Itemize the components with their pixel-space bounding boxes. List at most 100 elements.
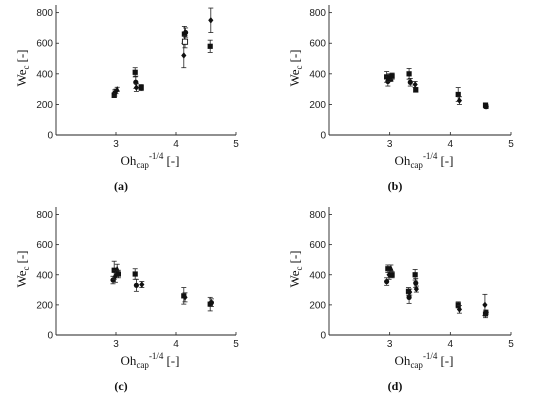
x-tick-label: 4 [448,139,454,150]
data-point [384,278,390,285]
x-tick-label: 5 [233,339,239,350]
x-axis-label-sup: -1/4 [149,151,164,161]
data-point [483,104,489,110]
y-tick-label: 200 [309,100,326,111]
data-point [208,17,214,24]
x-tick-label: 5 [508,339,514,350]
data-point [413,280,419,286]
y-axis-label-sub: c [21,66,31,70]
data-point [406,71,412,77]
data-point [389,73,395,79]
x-tick-label: 3 [387,139,393,150]
data-point [456,97,463,104]
x-tick-label: 4 [173,339,179,350]
panel-label: (b) [388,179,403,193]
y-tick-label: 400 [309,69,326,80]
panel-label: (a) [114,179,128,193]
data-point [412,81,418,88]
data-point [115,271,121,277]
data-point [388,264,394,271]
panel-label: (d) [388,379,403,393]
x-tick-label: 4 [448,339,454,350]
data-point [412,272,418,278]
x-axis-label-unit: [-] [166,353,179,368]
data-point [181,52,187,59]
data-point [114,86,120,92]
y-tick-label: 200 [36,100,53,111]
x-axis-label-unit: [-] [440,353,453,368]
y-tick-label: 0 [320,331,326,342]
data-point [181,38,189,45]
y-tick-label: 600 [309,39,326,50]
y-tick-label: 800 [36,210,53,221]
chart-panel-2: 0 200 400 600 800 3 4 5 Wec[-] Ohcap-1/4 [-] (b) [287,5,514,193]
x-axis-label-main: Oh [121,353,137,368]
y-axis-label-main: We [287,270,302,287]
x-tick-label: 4 [173,139,179,150]
x-axis-label-sub: cap [136,160,149,170]
y-axis-label-unit: [-] [287,251,302,264]
y-axis-label-main: We [287,69,302,86]
data-point [132,69,138,75]
y-axis-label-sub: c [294,267,304,271]
y-tick-label: 400 [36,270,53,281]
y-axis-label-unit: [-] [14,251,29,264]
y-tick-label: 400 [309,270,326,281]
y-tick-label: 600 [309,240,326,251]
y-tick-label: 0 [47,331,53,342]
data-point [483,309,489,316]
x-axis-label-unit: [-] [166,153,179,168]
data-point [455,91,461,98]
y-axis-label-main: We [14,270,29,287]
data-point [407,79,413,85]
y-tick-label: 200 [36,300,53,311]
y-axis-label: Wec [-] [14,251,31,288]
x-axis-label-main: Oh [395,153,411,168]
y-axis-label-main: We [14,69,29,86]
x-axis-label-sup: -1/4 [149,351,164,361]
x-axis-label-sub: cap [410,160,423,170]
data-point [413,285,419,293]
y-tick-label: 0 [320,131,326,142]
y-tick-label: 800 [309,8,326,19]
data-point [407,288,413,296]
x-axis-label-sub: cap [136,360,149,370]
y-axis-label-unit: [-] [287,50,302,63]
x-tick-label: 3 [387,339,393,350]
data-point [455,302,461,308]
x-tick-label: 5 [508,139,514,150]
x-tick-label: 5 [233,139,239,150]
x-tick-label: 3 [113,139,119,150]
data-point [138,84,144,91]
y-axis-label-unit: [-] [14,50,29,63]
data-point [182,294,188,301]
x-tick-label: 3 [113,339,119,350]
data-point [406,294,412,300]
y-tick-label: 600 [36,39,53,50]
data-point [133,84,139,91]
data-point [389,272,395,278]
data-point [183,29,189,36]
x-axis-label-unit: [-] [440,153,453,168]
x-axis-label-sub: cap [410,360,423,370]
x-axis-label: Ohcap-1/4 [-] [395,151,454,170]
x-axis-label-sup: -1/4 [423,351,438,361]
data-point [208,300,214,306]
data-point [413,87,419,93]
data-point [133,282,139,288]
y-axis-label: Wec [-] [14,50,31,87]
y-tick-label: 600 [36,240,53,251]
data-point [207,43,213,49]
x-axis-label-main: Oh [395,353,411,368]
data-point [132,271,138,277]
data-point [139,281,145,288]
y-axis-label: Wec [-] [287,50,304,87]
data-point [385,266,391,272]
y-tick-label: 800 [309,210,326,221]
y-axis-label: Wec [-] [287,251,304,288]
x-axis-label: Ohcap-1/4 [-] [121,351,180,370]
